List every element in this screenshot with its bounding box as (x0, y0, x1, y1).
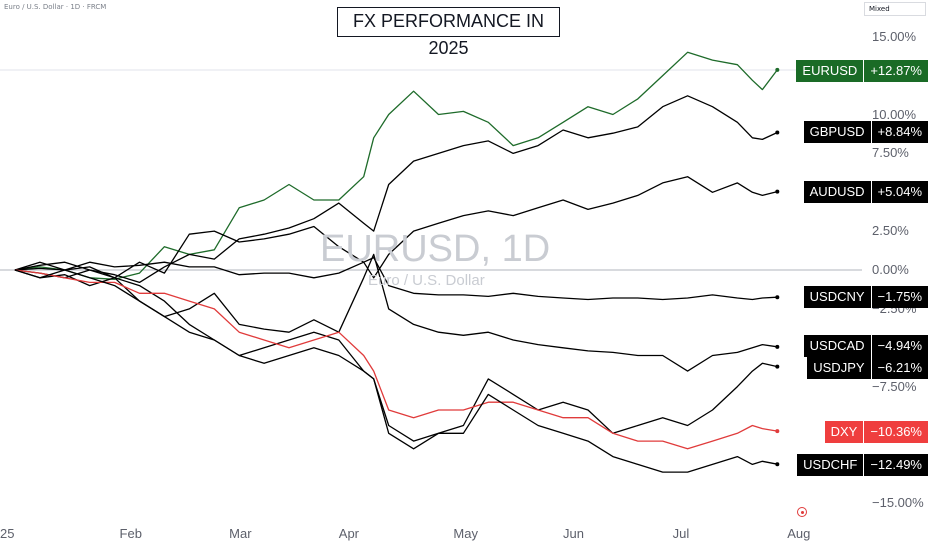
series-tag-value: −10.36% (870, 424, 922, 439)
series-tag-value: +8.84% (877, 124, 922, 139)
series-tag-name: GBPUSD (809, 124, 865, 139)
series-tag-separator (870, 286, 872, 308)
series-line-gbpusd (14, 95, 778, 284)
symbol-info: Euro / U.S. Dollar · 1D · FRCM (4, 3, 107, 11)
y-tick-label: 10.00% (872, 106, 917, 122)
target-icon[interactable] (797, 507, 807, 517)
series-tag-separator (863, 421, 865, 443)
series-tag-value: +12.87% (870, 63, 922, 78)
series-tag-usdcad: USDCAD −4.94% (803, 335, 928, 357)
series-tag-audusd: AUDUSD +5.04% (803, 181, 928, 203)
series-end-point (775, 189, 780, 194)
series-end-point (775, 344, 780, 349)
x-tick-label: Feb (119, 526, 142, 541)
series-tag-name: USDJPY (813, 360, 865, 375)
series-tag-name: USDCNY (809, 289, 865, 304)
y-tick-label: 7.50% (872, 145, 909, 161)
series-tag-separator (870, 121, 872, 143)
scale-mode-select[interactable]: Mixed (864, 2, 926, 16)
series-tag-value: −1.75% (877, 289, 922, 304)
series-line-usdcny (14, 256, 778, 301)
series-line-audusd (14, 176, 778, 287)
series-end-point (775, 295, 780, 300)
x-tick-label: Jun (563, 526, 584, 541)
series-tag-value: −12.49% (870, 457, 922, 472)
series-tag-usdcny: USDCNY −1.75% (803, 286, 928, 308)
series-tag-name: AUDUSD (809, 184, 865, 199)
y-tick-label: −15.00% (872, 495, 924, 511)
series-end-point (775, 462, 780, 467)
series-tag-separator (870, 357, 872, 379)
series-tag-separator (863, 60, 865, 82)
x-tick-label: 25 (0, 526, 15, 541)
x-tick-label: Mar (229, 526, 252, 541)
series-tag-separator (870, 335, 872, 357)
series-tag-dxy: DXY −10.36% (824, 421, 928, 443)
y-tick-label: 2.50% (872, 223, 909, 239)
series-tag-separator (870, 181, 872, 203)
watermark-name: Euro / U.S. Dollar (368, 272, 485, 289)
x-tick-label: May (453, 526, 478, 541)
series-tag-eurusd: EURUSD +12.87% (796, 60, 928, 82)
series-end-point (775, 130, 780, 135)
x-tick-label: Apr (338, 526, 360, 541)
series-end-point (775, 429, 780, 434)
series-tag-name: EURUSD (802, 63, 858, 78)
series-tag-name: DXY (830, 424, 858, 439)
x-tick-label: Aug (787, 526, 811, 541)
series-end-point (775, 67, 780, 72)
series-line-dxy (14, 269, 778, 450)
series-tag-value: −4.94% (877, 338, 922, 353)
series-tag-value: −6.21% (877, 360, 922, 375)
series-tag-gbpusd: GBPUSD +8.84% (803, 121, 928, 143)
y-tick-label: 15.00% (872, 28, 917, 44)
series-line-usdchf (14, 269, 778, 473)
series-tag-usdjpy: USDJPY −6.21% (807, 357, 928, 379)
series-end-point (775, 364, 780, 369)
watermark-symbol: EURUSD, 1D (320, 228, 551, 270)
series-tag-name: USDCHF (803, 457, 858, 472)
chart-title: FX PERFORMANCE IN 2025 (337, 7, 560, 58)
y-tick-label: 0.00% (872, 262, 909, 277)
x-tick-label: Jul (672, 526, 690, 541)
series-tag-usdchf: USDCHF −12.49% (797, 454, 928, 476)
y-tick-label: −7.50% (872, 378, 917, 394)
series-tag-name: USDCAD (809, 338, 865, 353)
series-tag-value: +5.04% (877, 184, 922, 199)
series-layer (14, 51, 780, 473)
series-line-eurusd (14, 51, 778, 280)
series-tag-separator (863, 454, 865, 476)
